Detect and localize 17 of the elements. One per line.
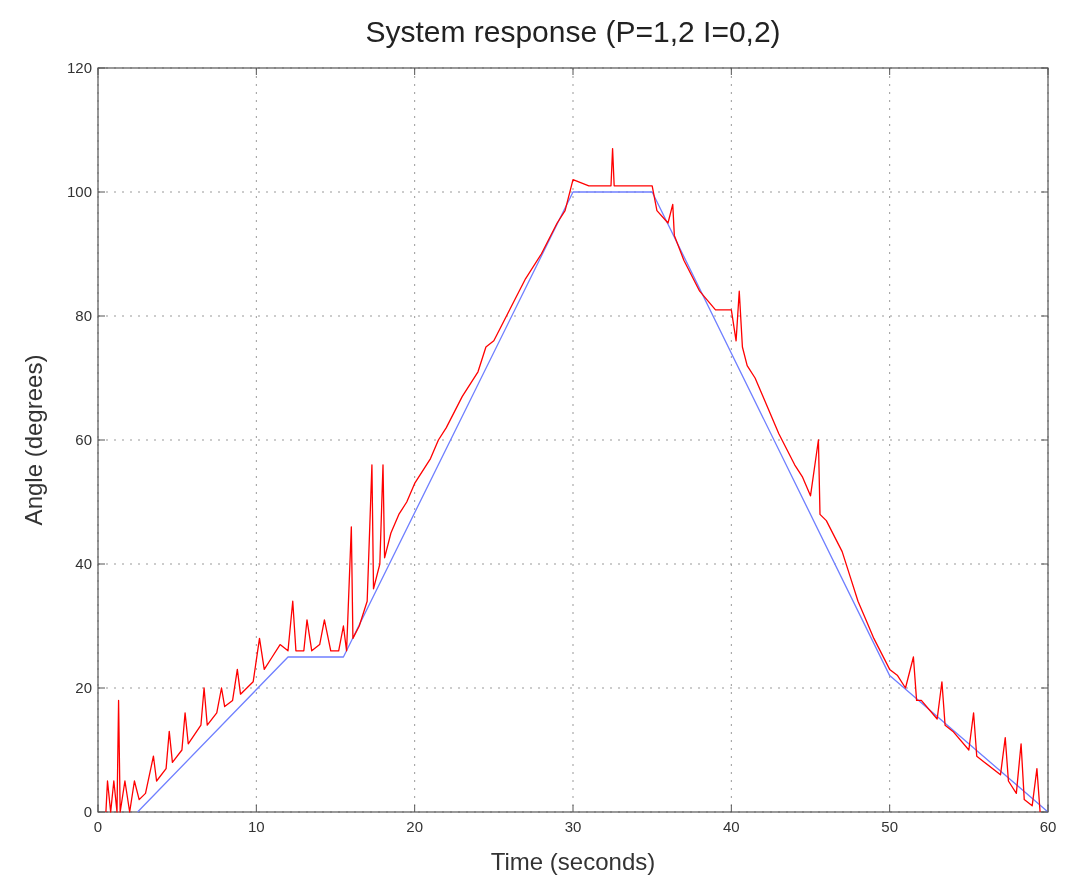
y-tick-label: 120 [66,59,92,76]
y-tick-label: 20 [75,679,92,696]
y-tick-label: 60 [75,431,92,448]
x-tick-label: 30 [564,818,582,835]
x-tick-label: 0 [93,818,103,835]
y-tick-label: 0 [83,803,92,820]
x-tick-label: 50 [881,818,899,835]
y-axis-title: Angle (degrees) [20,354,47,526]
x-tick-label: 40 [722,818,740,835]
y-tick-label: 100 [66,183,92,200]
x-tick-label: 10 [247,818,265,835]
chart-title: System response (P=1,2 I=0,2) [365,15,781,48]
x-tick-label: 60 [1039,818,1057,835]
y-tick-label: 80 [75,307,92,324]
x-tick-label: 20 [406,818,424,835]
x-axis-title: Time (seconds) [490,848,656,875]
y-tick-label: 40 [75,555,92,572]
